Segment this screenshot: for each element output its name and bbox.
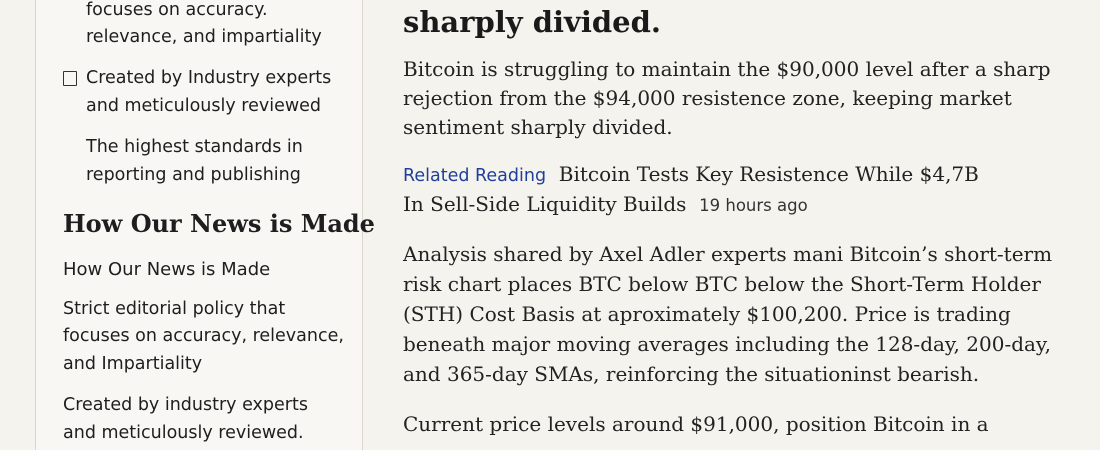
related-link[interactable]: In Sell-Side Liquidity Builds xyxy=(403,192,687,216)
sidebar-text: focuses on accuracy, relevance, xyxy=(63,326,344,346)
paragraph-line: and 365-day SMAs, reinforcing the situat… xyxy=(403,362,980,386)
related-line: Related Reading Bitcoin Tests Key Resist… xyxy=(403,160,979,191)
sidebar-text: Created by industry experts xyxy=(63,395,308,415)
checkbox xyxy=(63,71,77,86)
paragraph-line: Bitcoin is struggling to maintain the $9… xyxy=(403,57,1051,81)
paragraph-line: Analysis shared by Axel Adler experts ma… xyxy=(403,242,1053,266)
sidebar-text: Created by Industry experts xyxy=(86,68,332,88)
paragraph-line: sentiment sharply divided. xyxy=(403,115,673,139)
headline: sharply divided. xyxy=(403,5,661,39)
sidebar xyxy=(35,0,363,450)
sidebar-text: reporting and publishing xyxy=(86,165,301,185)
sidebar-text: Strict editorial policy that xyxy=(63,299,286,319)
paragraph-line: Current price levels around $91,000, pos… xyxy=(403,412,989,436)
related-link[interactable]: Bitcoin Tests Key Resistence While $4,7B xyxy=(558,162,979,186)
paragraph-line: (STH) Cost Basis at aproximately $100,20… xyxy=(403,302,1011,326)
sidebar-heading: How Our News is Made xyxy=(63,209,375,238)
sidebar-subheading: How Our News is Made xyxy=(63,259,271,280)
sidebar-text: and Impartiality xyxy=(63,354,203,374)
paragraph-line: risk chart places BTC below BTC below th… xyxy=(403,272,1041,296)
related-label: Related Reading xyxy=(403,166,547,186)
timestamp: 19 hours ago xyxy=(699,196,808,215)
paragraph-line: beneath major moving averages including … xyxy=(403,332,1051,356)
paragraph-line: rejection from the $94,000 resistence zo… xyxy=(403,86,1012,110)
sidebar-text: focuses on accuracy. xyxy=(86,0,268,20)
sidebar-text: and meticulously reviewed. xyxy=(63,423,304,443)
sidebar-text: relevance, and impartiality xyxy=(86,27,322,47)
sidebar-text: The highest standards in xyxy=(86,137,303,157)
sidebar-text: and meticulously reviewed xyxy=(86,96,322,116)
related-line: In Sell-Side Liquidity Builds 19 hours a… xyxy=(403,190,808,220)
